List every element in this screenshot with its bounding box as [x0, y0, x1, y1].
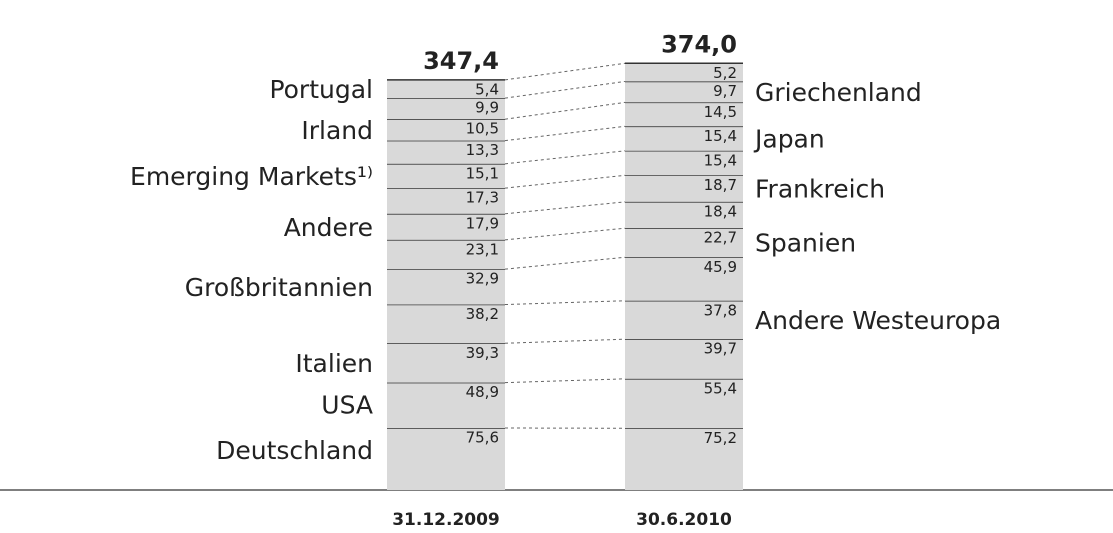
segment-name: Irland: [301, 116, 373, 145]
segment: [387, 140, 505, 164]
value-label: 9,9: [475, 99, 499, 117]
segment: [387, 239, 505, 270]
value-label: 15,1: [466, 164, 499, 182]
segment-name: Andere Westeuropa: [755, 306, 1001, 335]
segment: [625, 150, 743, 176]
segment: [387, 213, 505, 240]
segment: [387, 79, 505, 99]
segment-name: Deutschland: [216, 436, 373, 465]
value-label: 48,9: [466, 383, 499, 401]
connector: [504, 201, 626, 215]
segment: [387, 98, 505, 120]
value-label: 55,4: [704, 379, 737, 397]
value-label: 39,3: [466, 344, 499, 362]
segment: [387, 382, 505, 429]
value-label: 15,4: [704, 151, 737, 169]
value-label: 18,4: [704, 202, 737, 220]
segment: [625, 63, 743, 82]
segment: [387, 119, 505, 141]
segment-name: Emerging Markets¹⁾: [130, 162, 373, 191]
segment: [625, 126, 743, 151]
connector: [504, 227, 626, 241]
value-label: 18,7: [704, 176, 737, 194]
connector: [504, 150, 626, 165]
segment-name: Großbritannien: [185, 273, 373, 302]
connector: [504, 125, 626, 142]
connector: [504, 174, 626, 189]
segment-name: USA: [321, 391, 373, 420]
value-label: 37,8: [704, 301, 737, 319]
category-label: 31.12.2009: [392, 510, 500, 530]
segment: [387, 428, 505, 490]
segment: [387, 269, 505, 305]
value-label: 17,9: [466, 214, 499, 232]
total-label: 374,0: [661, 30, 737, 58]
connector: [504, 256, 626, 270]
value-label: 39,7: [704, 340, 737, 358]
segment: [625, 81, 743, 103]
segment-name: Portugal: [269, 75, 373, 104]
value-label: 13,3: [466, 141, 499, 159]
value-label: 15,4: [704, 127, 737, 145]
segment: [625, 102, 743, 127]
segment: [625, 257, 743, 301]
segment: [625, 300, 743, 340]
connector: [504, 80, 626, 99]
segment-name: Italien: [295, 349, 373, 378]
category-label: 30.6.2010: [636, 510, 732, 530]
value-label: 75,2: [704, 429, 737, 447]
segment: [387, 163, 505, 189]
segment-name: Griechenland: [755, 78, 922, 107]
segment: [625, 428, 743, 490]
value-label: 5,2: [713, 64, 737, 82]
total-label: 347,4: [423, 47, 499, 75]
segment-name: Spanien: [755, 229, 856, 258]
value-label: 10,5: [466, 120, 499, 138]
value-label: 22,7: [704, 229, 737, 247]
segment: [625, 175, 743, 202]
value-label: 5,4: [475, 80, 499, 98]
value-label: 75,6: [466, 429, 499, 447]
value-label: 32,9: [466, 270, 499, 288]
value-label: 14,5: [704, 103, 737, 121]
value-label: 17,3: [466, 189, 499, 207]
connector: [504, 101, 626, 120]
segment: [625, 201, 743, 229]
value-label: 45,9: [704, 258, 737, 276]
segment-name: Frankreich: [755, 175, 885, 204]
segment-name: Japan: [753, 125, 825, 154]
value-label: 23,1: [466, 240, 499, 258]
value-label: 9,7: [713, 82, 737, 100]
segment: [387, 304, 505, 344]
segment-name: Andere: [284, 213, 373, 242]
connector: [504, 300, 626, 306]
connector: [504, 338, 626, 344]
segment: [387, 188, 505, 214]
connector: [504, 378, 626, 384]
value-label: 38,2: [466, 305, 499, 323]
segment: [387, 343, 505, 383]
connector: [504, 62, 626, 81]
segment: [625, 378, 743, 429]
segment: [625, 228, 743, 258]
segment: [625, 339, 743, 379]
